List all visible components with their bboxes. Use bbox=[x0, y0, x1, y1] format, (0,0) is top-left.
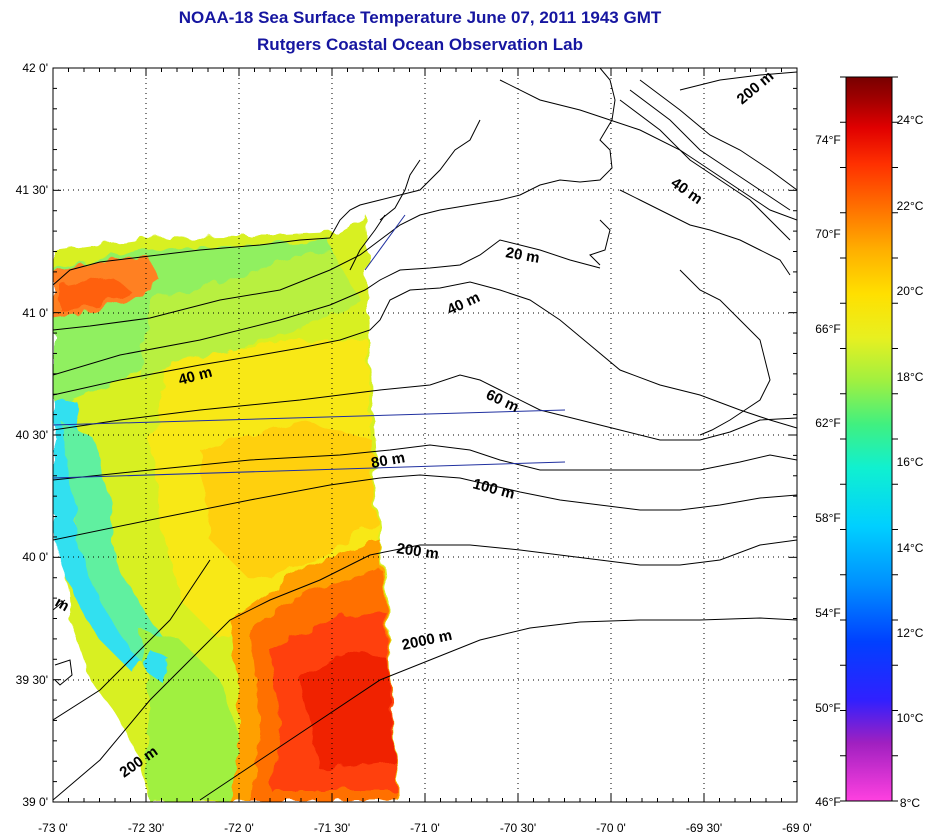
celsius-label: 8°C bbox=[900, 796, 920, 810]
lon-label: -72 30' bbox=[128, 821, 164, 835]
lon-label: -72 0' bbox=[224, 821, 254, 835]
lon-label: -71 30' bbox=[314, 821, 350, 835]
contour-label-2000m: 2000 m bbox=[400, 627, 453, 654]
celsius-label: 16°C bbox=[897, 455, 924, 469]
coastline bbox=[53, 68, 791, 686]
contour-label-40m-mid: 40 m bbox=[445, 289, 483, 319]
depth-contours bbox=[53, 71, 797, 801]
fahrenheit-label: 58°F bbox=[815, 511, 840, 525]
colorbar bbox=[845, 76, 893, 802]
lat-label: 40 0' bbox=[22, 550, 48, 564]
longitude-labels: -73 0' -72 30' -72 0' -71 30' -71 0' -70… bbox=[38, 821, 812, 835]
fahrenheit-label: 54°F bbox=[815, 606, 840, 620]
contour-label-20m: 20 m bbox=[504, 244, 541, 267]
colorbar-fahrenheit-labels: 74°F 70°F 66°F 62°F 58°F 54°F 50°F 46°F bbox=[815, 133, 840, 809]
lon-label: -69 0' bbox=[782, 821, 812, 835]
lat-label: 41 30' bbox=[16, 183, 48, 197]
contour-label-200m-mid: 200 m bbox=[395, 540, 439, 563]
lon-label: -69 30' bbox=[686, 821, 722, 835]
lon-label: -70 30' bbox=[500, 821, 536, 835]
fahrenheit-label: 62°F bbox=[815, 416, 840, 430]
graticule bbox=[53, 68, 797, 802]
celsius-label: 18°C bbox=[897, 370, 924, 384]
contour-label-100m: 100 m bbox=[471, 475, 516, 502]
contour-label-40m-ne: 40 m bbox=[668, 174, 706, 208]
fahrenheit-label: 46°F bbox=[815, 795, 840, 809]
map-subtitle: Rutgers Coastal Ocean Observation Lab bbox=[257, 35, 583, 54]
celsius-label: 10°C bbox=[897, 711, 924, 725]
fahrenheit-label: 74°F bbox=[815, 133, 840, 147]
fahrenheit-label: 66°F bbox=[815, 322, 840, 336]
fahrenheit-label: 50°F bbox=[815, 701, 840, 715]
lat-label: 41 0' bbox=[22, 306, 48, 320]
lat-label: 39 0' bbox=[22, 795, 48, 809]
lat-label: 40 30' bbox=[16, 428, 48, 442]
contour-label-80m: 80 m bbox=[370, 449, 407, 472]
transect-lines bbox=[53, 214, 566, 479]
colorbar-celsius-labels: 24°C 22°C 20°C 18°C 16°C 14°C 12°C 10°C … bbox=[897, 113, 924, 810]
map-title: NOAA-18 Sea Surface Temperature June 07,… bbox=[178, 8, 662, 27]
axis-ticks bbox=[52, 67, 898, 803]
sst-field bbox=[53, 215, 398, 802]
latitude-labels: 42 0' 41 30' 41 0' 40 30' 40 0' 39 30' 3… bbox=[16, 61, 48, 809]
lon-label: -71 0' bbox=[410, 821, 440, 835]
celsius-label: 20°C bbox=[897, 284, 924, 298]
contour-label-200m-ne: 200 m bbox=[734, 68, 778, 108]
lat-label: 39 30' bbox=[16, 673, 48, 687]
lon-label: -70 0' bbox=[596, 821, 626, 835]
celsius-label: 24°C bbox=[897, 113, 924, 127]
celsius-label: 12°C bbox=[897, 626, 924, 640]
fahrenheit-label: 70°F bbox=[815, 227, 840, 241]
celsius-label: 22°C bbox=[897, 199, 924, 213]
celsius-label: 14°C bbox=[897, 541, 924, 555]
lat-label: 42 0' bbox=[22, 61, 48, 75]
lon-label: -73 0' bbox=[38, 821, 68, 835]
